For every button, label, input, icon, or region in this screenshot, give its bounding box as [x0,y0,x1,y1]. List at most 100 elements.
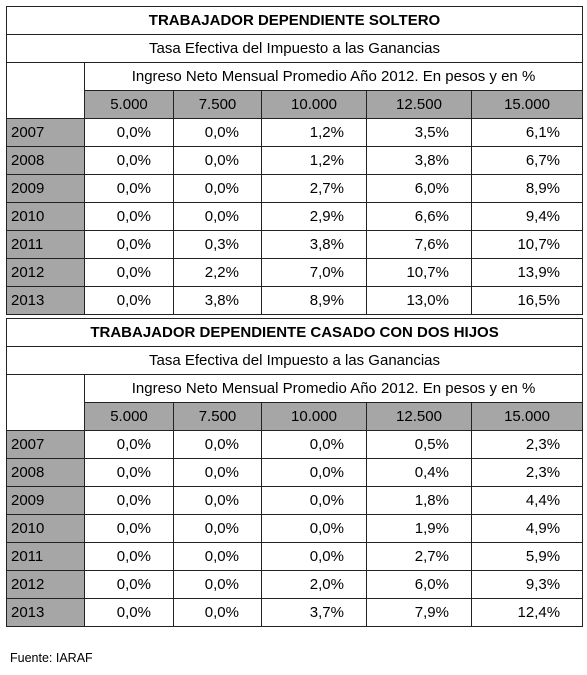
title-row: TRABAJADOR DEPENDIENTE CASADO CON DOS HI… [5,318,584,347]
value-cell: 0,0% [261,542,367,571]
value-cell: 2,7% [261,174,367,203]
value-cell: 5,9% [470,542,584,571]
value-cell: 0,0% [84,570,174,599]
value-cell: 0,0% [173,430,262,459]
table-row: 2008 0,0% 0,0% 0,0% 0,4% 2,3% [6,458,584,487]
value-cell: 0,0% [173,486,262,515]
year-cell: 2010 [6,202,85,231]
table-title: TRABAJADOR DEPENDIENTE CASADO CON DOS HI… [5,318,584,347]
value-cell: 0,0% [173,458,262,487]
table-subtitle: Tasa Efectiva del Impuesto a las Gananci… [5,34,584,63]
table-row: 2012 0,0% 0,0% 2,0% 6,0% 9,3% [6,570,584,599]
table-row: 2007 0,0% 0,0% 1,2% 3,5% 6,1% [6,118,584,147]
year-cell: 2008 [6,458,85,487]
table-row: 2011 0,0% 0,3% 3,8% 7,6% 10,7% [6,230,584,259]
year-cell: 2011 [6,230,85,259]
table-row: 2013 0,0% 0,0% 3,7% 7,9% 12,4% [6,598,584,627]
value-cell: 16,5% [470,286,584,315]
value-cell: 0,0% [173,514,262,543]
value-cell: 8,9% [261,286,367,315]
value-cell: 0,0% [261,486,367,515]
title-row: TRABAJADOR DEPENDIENTE SOLTERO [5,6,584,35]
table-subtitle: Tasa Efectiva del Impuesto a las Gananci… [5,346,584,375]
value-cell: 13,0% [366,286,472,315]
value-cell: 0,0% [173,146,262,175]
value-cell: 12,4% [470,598,584,627]
value-cell: 6,1% [470,118,584,147]
value-cell: 4,9% [470,514,584,543]
value-cell: 3,8% [173,286,262,315]
table-row: 2009 0,0% 0,0% 2,7% 6,0% 8,9% [6,174,584,203]
caption-row: Ingreso Neto Mensual Promedio Año 2012. … [6,374,584,431]
value-cell: 7,9% [366,598,472,627]
value-cell: 13,9% [470,258,584,287]
column-header: 7.500 [173,402,262,431]
table-row: 2007 0,0% 0,0% 0,0% 0,5% 2,3% [6,430,584,459]
value-cell: 9,3% [470,570,584,599]
subtitle-row: Tasa Efectiva del Impuesto a las Gananci… [5,34,584,63]
column-header: 10.000 [261,402,367,431]
value-cell: 0,0% [84,146,174,175]
column-header: 12.500 [366,402,472,431]
value-cell: 0,0% [84,430,174,459]
value-cell: 6,6% [366,202,472,231]
value-cell: 0,0% [261,430,367,459]
value-cell: 7,6% [366,230,472,259]
column-header: 5.000 [84,402,174,431]
column-header: 7.500 [173,90,262,119]
value-cell: 1,8% [366,486,472,515]
value-cell: 0,0% [84,286,174,315]
value-cell: 1,9% [366,514,472,543]
table-title: TRABAJADOR DEPENDIENTE SOLTERO [5,6,584,35]
value-cell: 0,0% [173,118,262,147]
header-row: 5.000 7.500 10.000 12.500 15.000 [7,402,584,431]
value-cell: 6,0% [366,570,472,599]
corner-cell [6,374,85,431]
value-cell: 10,7% [366,258,472,287]
year-cell: 2008 [6,146,85,175]
value-cell: 0,5% [366,430,472,459]
source-note: Fuente: IARAF [10,651,93,665]
table-casado-dos-hijos: TRABAJADOR DEPENDIENTE CASADO CON DOS HI… [5,318,584,627]
value-cell: 0,0% [84,174,174,203]
table-row: 2008 0,0% 0,0% 1,2% 3,8% 6,7% [6,146,584,175]
year-cell: 2007 [6,430,85,459]
value-cell: 0,0% [261,458,367,487]
value-cell: 4,4% [470,486,584,515]
year-cell: 2009 [6,486,85,515]
corner-cell [6,62,85,119]
value-cell: 0,0% [84,598,174,627]
value-cell: 2,3% [470,458,584,487]
column-header: 10.000 [261,90,367,119]
value-cell: 3,8% [261,230,367,259]
column-header: 15.000 [470,402,584,431]
table-row: 2013 0,0% 3,8% 8,9% 13,0% 16,5% [6,286,584,315]
value-cell: 0,0% [84,542,174,571]
table-soltero: TRABAJADOR DEPENDIENTE SOLTERO Tasa Efect… [5,6,584,315]
value-cell: 8,9% [470,174,584,203]
year-cell: 2007 [6,118,85,147]
value-cell: 0,0% [84,230,174,259]
year-cell: 2013 [6,598,85,627]
table-row: 2009 0,0% 0,0% 0,0% 1,8% 4,4% [6,486,584,515]
year-cell: 2012 [6,258,85,287]
table-row: 2011 0,0% 0,0% 0,0% 2,7% 5,9% [6,542,584,571]
value-cell: 2,9% [261,202,367,231]
subtitle-row: Tasa Efectiva del Impuesto a las Gananci… [5,346,584,375]
value-cell: 6,0% [366,174,472,203]
year-cell: 2013 [6,286,85,315]
value-cell: 0,0% [84,118,174,147]
value-cell: 0,4% [366,458,472,487]
value-cell: 0,0% [84,258,174,287]
value-cell: 10,7% [470,230,584,259]
value-cell: 0,0% [84,486,174,515]
value-cell: 0,0% [84,202,174,231]
value-cell: 1,2% [261,118,367,147]
value-cell: 9,4% [470,202,584,231]
value-cell: 1,2% [261,146,367,175]
value-cell: 0,3% [173,230,262,259]
value-cell: 0,0% [173,598,262,627]
value-cell: 2,2% [173,258,262,287]
year-cell: 2012 [6,570,85,599]
table-row: 2010 0,0% 0,0% 0,0% 1,9% 4,9% [6,514,584,543]
